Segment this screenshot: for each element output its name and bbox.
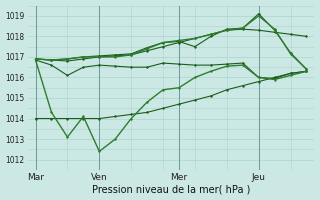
X-axis label: Pression niveau de la mer( hPa ): Pression niveau de la mer( hPa ) — [92, 184, 250, 194]
